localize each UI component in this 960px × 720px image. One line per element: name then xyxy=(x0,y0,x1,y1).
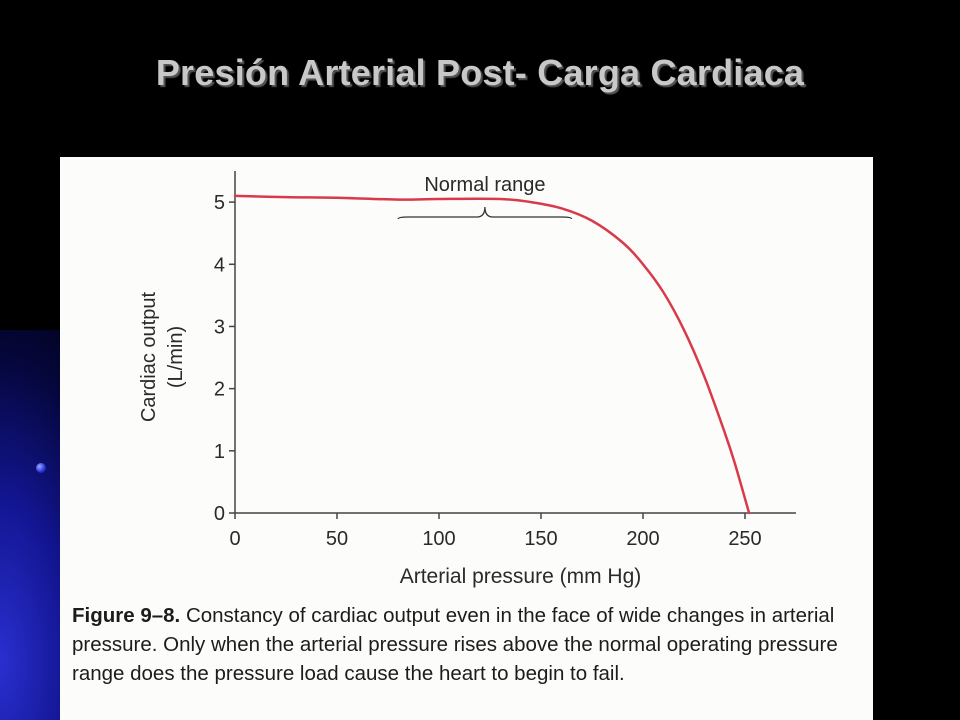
normal-range-annotation: Normal range xyxy=(397,174,573,220)
figure-caption-text: Constancy of cardiac output even in the … xyxy=(72,604,838,685)
y-axis-label: Cardiac output xyxy=(138,292,160,423)
y-tick-label: 4 xyxy=(214,254,225,276)
x-tick-label: 50 xyxy=(326,528,348,550)
chart-axes xyxy=(234,171,796,514)
y-tick-label: 5 xyxy=(214,192,225,214)
cardiac-output-chart: 0 1 2 3 4 5 0 50 100 150 200 250 Cardiac output (L… xyxy=(138,171,796,588)
y-tick-label: 0 xyxy=(214,503,225,525)
figure-panel: 0 1 2 3 4 5 0 50 100 150 200 250 Cardiac output (L… xyxy=(60,157,873,720)
figure-label: Figure 9–8. xyxy=(72,604,181,627)
x-tick-label: 200 xyxy=(626,528,659,550)
y-tick-label: 2 xyxy=(214,379,225,401)
x-axis-label: Arterial pressure (mm Hg) xyxy=(400,565,642,588)
figure-caption: Figure 9–8. Constancy of cardiac output … xyxy=(72,601,862,688)
x-tick-label: 0 xyxy=(229,528,240,550)
x-ticks: 0 50 100 150 200 250 xyxy=(229,513,762,550)
bullet-icon xyxy=(36,463,46,473)
y-ticks: 0 1 2 3 4 5 xyxy=(214,192,235,525)
slide-title: Presión Arterial Post- Carga Cardiaca xyxy=(155,52,805,93)
normal-range-label: Normal range xyxy=(424,174,545,196)
y-axis-unit-label: (L/min) xyxy=(165,326,187,388)
x-tick-label: 250 xyxy=(728,528,761,550)
normal-range-brace xyxy=(397,206,573,220)
x-tick-label: 100 xyxy=(422,528,455,550)
cardiac-output-line xyxy=(233,194,751,515)
y-tick-label: 1 xyxy=(214,441,225,463)
y-tick-label: 3 xyxy=(214,316,225,338)
x-tick-label: 150 xyxy=(524,528,557,550)
